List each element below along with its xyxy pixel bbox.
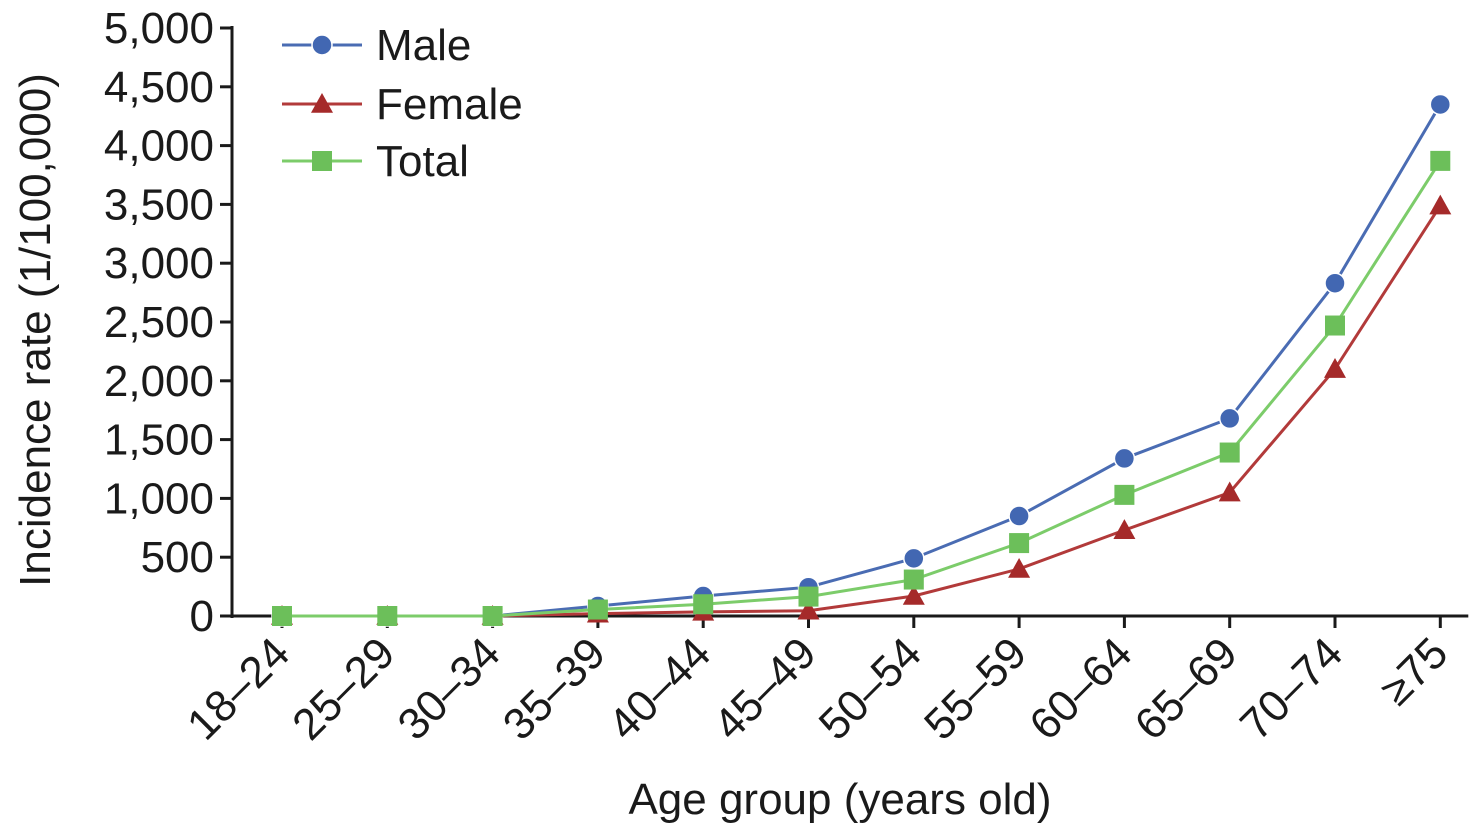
data-point-female — [1008, 557, 1031, 578]
legend-item-female: Female — [282, 80, 523, 129]
series-total — [272, 150, 1451, 626]
legend-label: Total — [376, 137, 469, 186]
x-tick-label: 60–64 — [1020, 628, 1141, 749]
data-point-male — [1324, 272, 1346, 294]
x-tick-label: 30–34 — [389, 628, 510, 749]
legend-marker-square — [312, 151, 332, 171]
data-point-total — [693, 594, 714, 615]
data-point-total — [272, 606, 292, 626]
legend-marker-circle — [311, 34, 333, 56]
y-tick-label: 4,000 — [104, 122, 214, 171]
y-tick-label: 2,000 — [104, 357, 214, 406]
series-area — [271, 93, 1452, 627]
y-tick-label: 1,500 — [104, 416, 214, 465]
y-tick-label: 2,500 — [104, 298, 214, 347]
x-tick-label: 50–54 — [810, 628, 931, 749]
series-line-female — [282, 204, 1442, 618]
data-point-total — [1114, 484, 1135, 505]
data-point-total — [903, 569, 924, 590]
data-point-total — [482, 606, 503, 626]
data-point-male — [1429, 93, 1452, 116]
data-point-female — [1218, 481, 1241, 502]
y-tick-label: 5,000 — [104, 4, 214, 53]
legend-label: Male — [376, 21, 471, 70]
y-tick-label: 500 — [141, 533, 214, 582]
data-point-total — [377, 606, 398, 626]
legend-marker-triangle — [311, 93, 333, 113]
data-point-male — [1218, 407, 1241, 430]
data-point-total — [587, 599, 608, 620]
data-point-male — [1113, 447, 1136, 470]
data-point-female — [797, 599, 820, 620]
data-point-male — [903, 547, 925, 570]
data-point-total — [798, 586, 819, 607]
x-axis: 18–2425–2930–3435–3940–4445–4950–5455–59… — [178, 614, 1469, 750]
series-female — [271, 194, 1452, 625]
x-tick-label: 70–74 — [1231, 628, 1352, 749]
x-tick-label: 25–29 — [283, 628, 404, 749]
x-tick-label: ≥75 — [1371, 628, 1457, 714]
y-axis-title: Incidence rate (1/100,000) — [11, 73, 60, 587]
legend-item-male: Male — [282, 21, 471, 70]
data-point-female — [1324, 358, 1346, 378]
data-point-total — [1009, 533, 1030, 554]
x-tick-label: 65–69 — [1126, 628, 1247, 749]
data-point-male — [1008, 505, 1030, 527]
data-point-total — [1325, 315, 1345, 336]
legend-item-total: Total — [282, 137, 469, 186]
y-tick-label: 3,500 — [104, 180, 214, 229]
data-point-female — [1113, 519, 1136, 539]
x-tick-label: 45–49 — [704, 628, 825, 749]
x-tick-label: 40–44 — [599, 628, 720, 749]
series-line-total — [282, 160, 1442, 618]
x-axis-title: Age group (years old) — [628, 775, 1051, 824]
x-tick-label: 18–24 — [178, 628, 299, 749]
y-tick-label: 3,000 — [104, 239, 214, 288]
x-tick-label: 55–59 — [915, 628, 1036, 749]
y-tick-label: 1,000 — [104, 474, 214, 523]
legend: Male Female Total — [282, 21, 523, 186]
data-point-female — [902, 585, 925, 605]
legend-label: Female — [376, 80, 523, 129]
y-tick-label: 4,500 — [104, 63, 214, 112]
data-point-female — [1429, 194, 1452, 215]
data-point-total — [1219, 442, 1240, 463]
data-point-total — [1430, 150, 1451, 171]
y-tick-label: 0 — [190, 592, 214, 641]
x-tick-label: 35–39 — [494, 628, 615, 749]
y-axis: 0 500 1,000 1,500 2,000 2,500 3,000 3,500 4,000 4… — [104, 4, 234, 641]
